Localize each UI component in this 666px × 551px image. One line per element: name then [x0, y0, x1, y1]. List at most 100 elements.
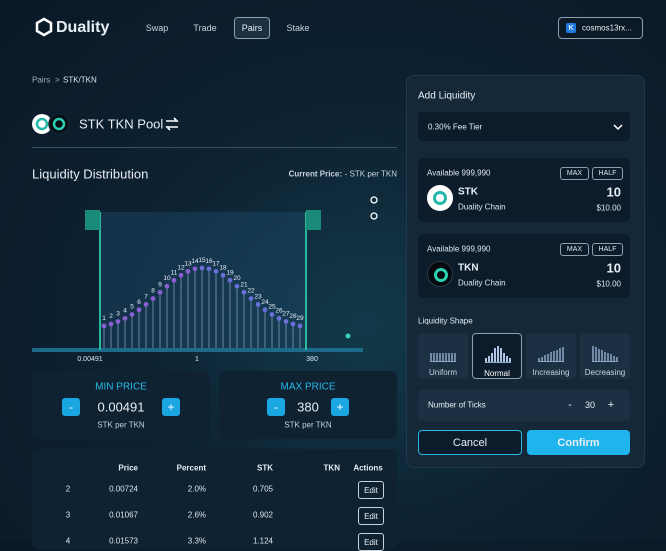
tick-number: 3	[116, 311, 120, 318]
edit-button[interactable]: Edit	[358, 481, 384, 499]
shape-label[interactable]: Decreasing	[584, 368, 626, 377]
half-button[interactable]: HALF	[592, 167, 623, 180]
min-handle[interactable]	[85, 210, 100, 230]
tick-dot	[262, 307, 268, 313]
shape-option[interactable]: Increasing	[526, 333, 576, 379]
zoom-out[interactable]	[370, 212, 378, 220]
breadcrumb-current: STK/TKN	[63, 75, 97, 85]
current-price-label: Current Price:	[288, 169, 342, 179]
shape-label[interactable]: Normal	[484, 369, 510, 378]
tick-dot	[213, 268, 219, 274]
ticks-table	[32, 449, 397, 549]
shape-bar	[503, 352, 505, 362]
price-value[interactable]: 0.00491	[97, 399, 145, 415]
tick-number: 18	[219, 264, 227, 271]
shape-label[interactable]: Increasing	[532, 368, 570, 377]
nav-link[interactable]: Stake	[286, 23, 310, 33]
decrement-button[interactable]: -	[267, 398, 285, 416]
max-button[interactable]: MAX	[560, 243, 589, 256]
tick-number: 25	[268, 303, 276, 310]
axis-label: 380	[306, 356, 318, 363]
price-title: MAX PRICE	[280, 381, 336, 393]
shape-bar	[494, 348, 496, 362]
max-button[interactable]: MAX	[560, 167, 589, 180]
table-cell: 0.01573	[109, 536, 138, 546]
max-handle[interactable]	[306, 210, 321, 230]
token-symbol: TKN	[458, 262, 479, 274]
shape-bar	[559, 348, 561, 361]
tick-number: 13	[184, 260, 192, 267]
min-price-panel	[32, 371, 210, 439]
table-header: Price	[118, 463, 138, 473]
shape-bar	[445, 353, 447, 361]
table-cell: 0.00724	[109, 484, 138, 494]
shape-bar	[430, 353, 432, 361]
shape-bar	[436, 353, 438, 361]
shape-bar	[556, 349, 558, 361]
fee-tier-dropdown[interactable]	[418, 112, 630, 141]
token-amount[interactable]: 10	[606, 260, 621, 276]
increment-button[interactable]: +	[331, 398, 349, 416]
table-header: Percent	[176, 463, 206, 473]
ticks-increment[interactable]: +	[607, 399, 615, 411]
wallet-address[interactable]: cosmos13rx...	[582, 23, 632, 33]
shape-bar	[592, 346, 594, 361]
tick-number: 22	[247, 288, 255, 295]
tick-number: 2	[109, 313, 113, 320]
ticks-decrement[interactable]: -	[568, 399, 572, 411]
shape-title: Liquidity Shape	[418, 316, 473, 326]
wallet-button[interactable]	[558, 17, 643, 39]
table-cell: 3	[65, 510, 71, 520]
shape-bar	[607, 353, 609, 361]
fee-tier[interactable]: 0.30% Fee Tier	[428, 122, 483, 132]
nav-link[interactable]: Trade	[193, 23, 217, 33]
increment-button[interactable]: +	[162, 398, 180, 416]
tick-dot	[164, 283, 170, 289]
shape-bar	[553, 351, 555, 361]
tick-number: 7	[144, 293, 148, 300]
ticks-value[interactable]: 30	[584, 400, 596, 410]
nav-active-box[interactable]	[234, 17, 270, 39]
pool-title: STK TKN Pool	[79, 116, 164, 132]
tick-number: 27	[282, 311, 290, 318]
tick-number: 19	[226, 269, 234, 276]
shape-option[interactable]: Uniform	[418, 333, 468, 379]
table-header: STK	[257, 463, 273, 473]
nav-link[interactable]: Pairs	[241, 23, 263, 33]
table-cell: 4	[65, 536, 71, 546]
decrement-button[interactable]: -	[62, 398, 80, 416]
shape-bar	[488, 356, 490, 362]
shape-option[interactable]: Normal	[472, 333, 522, 379]
half-button[interactable]: HALF	[592, 243, 623, 256]
token-symbol: STK	[458, 186, 478, 198]
breadcrumb-link[interactable]: Pairs	[32, 75, 51, 85]
cancel-button[interactable]: Cancel	[418, 430, 522, 455]
zoom-in[interactable]	[370, 196, 378, 204]
tick-dot	[241, 289, 247, 295]
tick-number: 6	[137, 299, 141, 306]
nav-link[interactable]: Swap	[145, 23, 169, 33]
logo-icon	[35, 17, 53, 37]
price-value[interactable]: 380	[297, 399, 319, 415]
shape-bar	[448, 353, 450, 361]
pool-icons	[32, 113, 70, 135]
shape-bar	[616, 357, 618, 361]
tick-dot	[108, 321, 114, 327]
tick-dot	[136, 307, 142, 313]
tick-number: 10	[163, 275, 171, 282]
swap-icon[interactable]	[164, 116, 180, 132]
baseline	[32, 348, 363, 352]
table-cell: 0.902	[252, 510, 273, 520]
edit-button[interactable]: Edit	[358, 507, 384, 525]
confirm-button[interactable]: Confirm	[527, 430, 630, 455]
tick-dot	[129, 312, 135, 317]
tick-number: 24	[261, 299, 269, 306]
shape-bar	[506, 356, 508, 362]
shape-bar	[451, 353, 453, 361]
token-amount[interactable]: 10	[606, 184, 621, 200]
shape-option[interactable]: Decreasing	[580, 333, 630, 379]
price-unit: STK per TKN	[97, 420, 145, 430]
shape-bar	[454, 353, 456, 361]
shape-label[interactable]: Uniform	[428, 368, 457, 377]
edit-button[interactable]: Edit	[358, 533, 384, 551]
